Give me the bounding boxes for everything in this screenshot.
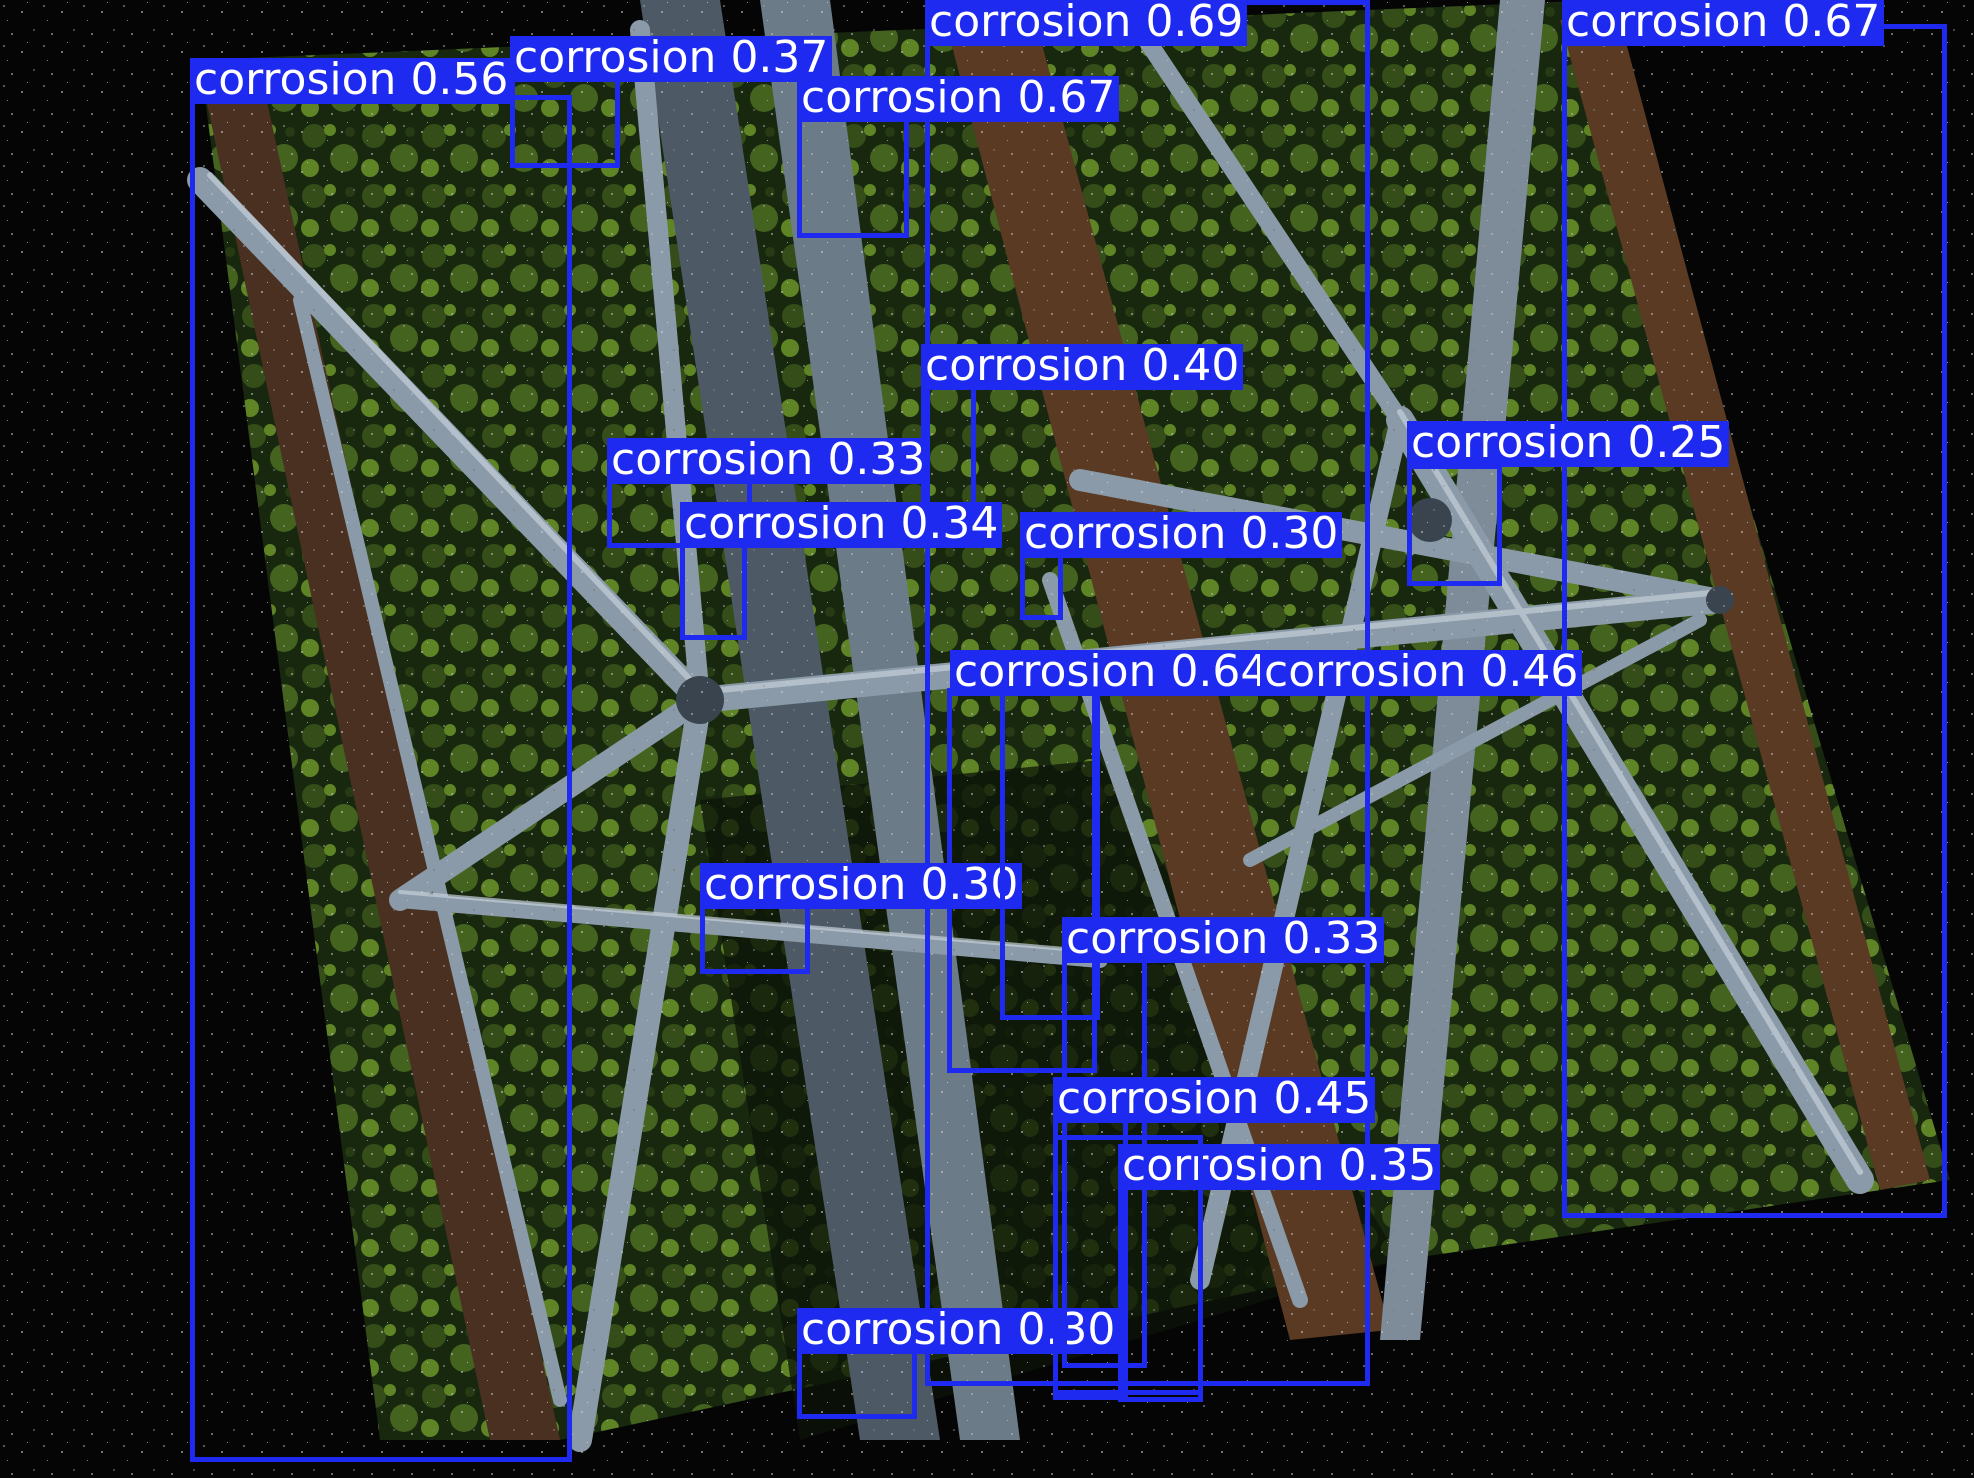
detection-class: corrosion bbox=[1122, 1140, 1325, 1191]
detection-label: corrosion 0.35 bbox=[1118, 1144, 1441, 1190]
detection-label: corrosion 0.67 bbox=[797, 76, 1120, 122]
detection-score: 0.34 bbox=[900, 498, 999, 549]
detection-label: corrosion 0.25 bbox=[1407, 421, 1730, 467]
detection-score: 0.30 bbox=[1240, 508, 1339, 559]
detection-score: 0.33 bbox=[1282, 913, 1381, 964]
detection-box bbox=[797, 1347, 917, 1419]
detection-box bbox=[1562, 24, 1947, 1218]
detection-score: 0.67 bbox=[1782, 0, 1881, 47]
detection-score: 0.40 bbox=[1141, 340, 1240, 391]
detection-class: corrosion bbox=[954, 646, 1157, 697]
detection-class: corrosion bbox=[1066, 913, 1269, 964]
detection-class: corrosion bbox=[194, 54, 397, 105]
detection-box bbox=[947, 688, 1097, 1073]
detection-score: 0.56 bbox=[410, 54, 509, 105]
detection-label: corrosion 0.33 bbox=[607, 438, 930, 484]
detection-label: corrosion 0.46 bbox=[1260, 650, 1583, 696]
detection-class: corrosion bbox=[684, 498, 887, 549]
detection-score: 0.45 bbox=[1273, 1073, 1372, 1124]
detection-label: corrosion 0.37 bbox=[510, 36, 833, 82]
detection-score: 0.67 bbox=[1017, 72, 1116, 123]
detection-score: 0.25 bbox=[1627, 417, 1726, 468]
detection-class: corrosion bbox=[801, 1304, 1004, 1355]
detection-label: corrosion 0.56 bbox=[190, 58, 513, 104]
detection-score: 0.33 bbox=[827, 434, 926, 485]
detection-score: 0.35 bbox=[1338, 1140, 1437, 1191]
detection-class: corrosion bbox=[801, 72, 1004, 123]
detection-class: corrosion bbox=[929, 0, 1132, 47]
detection-score: 0.69 bbox=[1145, 0, 1244, 47]
detection-box bbox=[1053, 1135, 1203, 1395]
detection-class: corrosion bbox=[1411, 417, 1614, 468]
detection-class: corrosion bbox=[1566, 0, 1769, 47]
detection-class: corrosion bbox=[704, 859, 907, 910]
detection-label: corrosion 0.69 bbox=[925, 0, 1248, 47]
detection-label: corrosion 0.45 bbox=[1053, 1077, 1376, 1123]
detection-label: corrosion 0.40 bbox=[921, 344, 1244, 390]
detection-class: corrosion bbox=[925, 340, 1128, 391]
detection-label: corrosion 0.30 bbox=[1020, 512, 1343, 558]
detection-label: corrosion 0.67 bbox=[1562, 0, 1885, 47]
detection-box bbox=[190, 95, 572, 1462]
detection-class: corrosion bbox=[1057, 1073, 1260, 1124]
detection-label: corrosion 0.33 bbox=[1062, 917, 1385, 963]
detection-class: corrosion bbox=[514, 32, 717, 83]
detection-class: corrosion bbox=[1024, 508, 1227, 559]
detection-box bbox=[1407, 464, 1502, 586]
detection-label: corrosion 0.34 bbox=[680, 502, 1003, 548]
detection-score: 0.37 bbox=[730, 32, 829, 83]
detection-score: 0.46 bbox=[1480, 646, 1579, 697]
detection-box bbox=[700, 900, 810, 974]
detection-score: 0.64 bbox=[1170, 646, 1269, 697]
detection-class: corrosion bbox=[1264, 646, 1467, 697]
detection-label: corrosion 0.30 bbox=[700, 863, 1023, 909]
detection-class: corrosion bbox=[611, 434, 814, 485]
